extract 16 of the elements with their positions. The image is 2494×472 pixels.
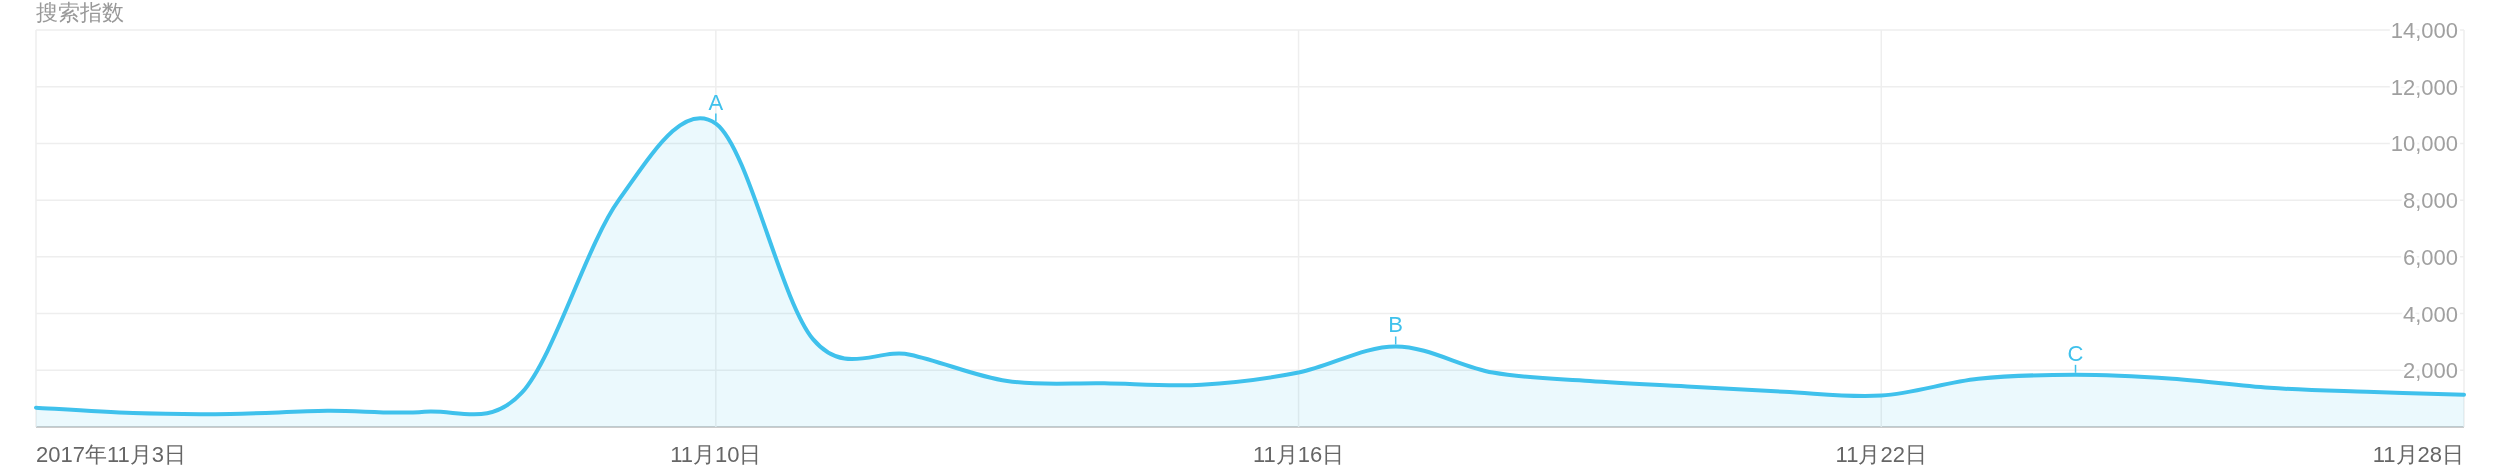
y-tick-label: 10,000: [2390, 131, 2458, 157]
x-tick-label: 2017年11月3日: [36, 442, 187, 467]
annotation: B: [1388, 312, 1404, 338]
x-tick-label: 11月10日: [670, 442, 762, 467]
x-tick-label: 11月16日: [1252, 442, 1345, 467]
y-tick-label: 6,000: [2402, 244, 2458, 270]
y-tick-label: 14,000: [2390, 18, 2458, 43]
y-tick-label: 8,000: [2402, 188, 2458, 214]
y-tick-label: 12,000: [2390, 74, 2458, 100]
x-tick-label: 11月22日: [1835, 442, 1927, 467]
y-tick-label: 4,000: [2402, 301, 2458, 327]
y-axis-title: 搜索指数: [36, 0, 124, 25]
annotation: A: [708, 89, 724, 115]
y-tick-label: 2,000: [2402, 358, 2458, 384]
x-tick-label: 11月28日: [2372, 442, 2464, 467]
annotation: C: [2067, 340, 2084, 366]
